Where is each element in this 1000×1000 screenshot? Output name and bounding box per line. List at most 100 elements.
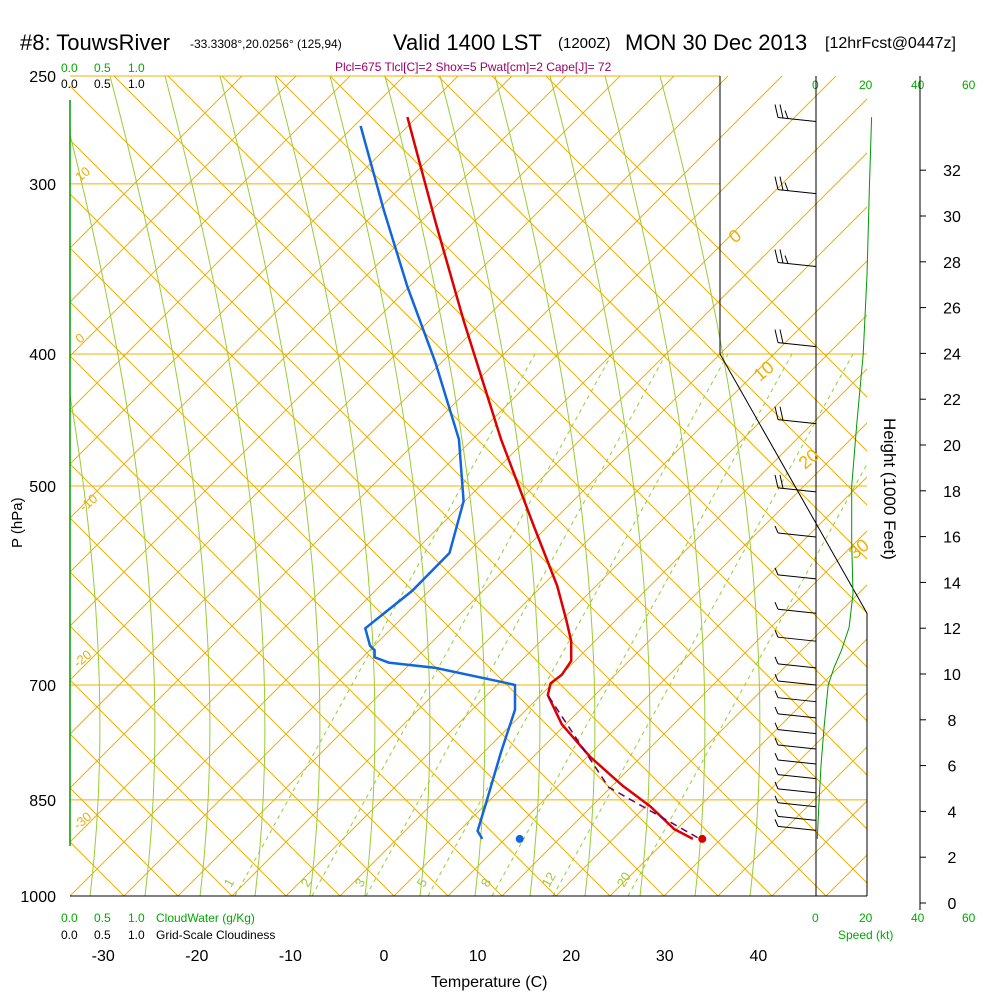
mixing-ratio-label: 12 — [539, 869, 559, 889]
isotherm-line — [663, 692, 867, 896]
wind-barb — [774, 567, 817, 580]
pressure-tick-label: 400 — [29, 347, 56, 364]
cloudwater-top-1: 0.5 — [94, 61, 111, 75]
speed-axis-label: Speed (kt) — [838, 928, 893, 942]
temperature-tick-label: 10 — [469, 948, 487, 965]
isotherm-label: 10 — [750, 357, 778, 385]
isotherm-line — [70, 76, 297, 303]
isotherm-label: -10 — [76, 491, 100, 515]
temperature-tick-label: -10 — [279, 948, 302, 965]
moist-adiabat-line — [70, 392, 101, 896]
wind-barb — [774, 795, 817, 808]
height-tick-label: 16 — [943, 530, 961, 547]
wind-speed-line — [816, 117, 873, 839]
cloudwater-top-0: 0.0 — [61, 61, 78, 75]
adiabat-line — [491, 76, 867, 452]
wind-barb — [774, 525, 817, 538]
wind-barb — [774, 819, 817, 831]
wind-barb — [774, 104, 817, 123]
wind-barb — [774, 629, 817, 642]
adiabat-line — [0, 76, 16, 896]
pressure-tick-label: 300 — [29, 177, 56, 194]
surface-dewpoint-dot — [515, 834, 524, 843]
speed-bottom-2: 40 — [911, 911, 925, 925]
isotherm-line — [70, 76, 351, 357]
isotherm-line — [70, 76, 405, 411]
height-tick-label: 32 — [943, 163, 961, 180]
isotherm-line — [70, 76, 243, 249]
station-title: #8: TouwsRiver — [20, 30, 170, 55]
mixing-ratio-label: 8 — [478, 876, 495, 890]
height-tick-label: 0 — [948, 896, 957, 913]
temperature-tick-label: 0 — [380, 948, 389, 965]
height-axis-label: Height (1000 Feet) — [880, 418, 899, 560]
speed-bottom-3: 60 — [962, 911, 976, 925]
isotherm-label: 0 — [725, 225, 746, 247]
stability-params: Plcl=675 Tlcl[C]=2 Shox=5 Pwat[cm]=2 Cap… — [335, 60, 612, 74]
wind-barb — [774, 722, 817, 735]
moist-adiabat-line — [109, 76, 211, 896]
moist-adiabat-line — [219, 76, 321, 896]
height-tick-label: 4 — [948, 804, 957, 821]
moist-adiabat-line — [604, 76, 706, 896]
wind-barb — [774, 176, 817, 195]
adiabat-line — [70, 571, 395, 896]
isotherm-label: 0 — [72, 330, 87, 346]
height-tick-label: 26 — [943, 301, 961, 318]
wind-barb — [774, 737, 817, 750]
wind-barb — [774, 767, 817, 780]
moist-adiabat-line — [659, 76, 761, 896]
isotherm-line — [609, 638, 867, 896]
valid-date: MON 30 Dec 2013 — [625, 30, 807, 55]
adiabat-line — [70, 679, 287, 896]
height-tick-label: 30 — [943, 209, 961, 226]
isotherm-line — [70, 76, 459, 465]
moist-adiabat-line — [164, 76, 266, 896]
speed-top-3: 60 — [962, 78, 976, 92]
pressure-tick-label: 850 — [29, 793, 56, 810]
height-tick-label: 12 — [943, 621, 961, 638]
mixing-ratio-line — [234, 353, 536, 896]
utc-time: (1200Z) — [558, 35, 611, 52]
speed-bottom-0: 0 — [812, 911, 819, 925]
dewpoint-line — [359, 125, 517, 840]
isotherm-label: 10 — [72, 164, 93, 185]
wind-barb — [774, 752, 817, 765]
height-tick-label: 18 — [943, 484, 961, 501]
pressure-tick-label: 1000 — [20, 889, 56, 906]
height-tick-label: 10 — [943, 667, 961, 684]
x-axis-label: Temperature (C) — [431, 974, 547, 991]
height-tick-label: 28 — [943, 255, 961, 272]
wind-barb — [774, 690, 817, 703]
isotherm-label: -30 — [70, 809, 94, 833]
wind-barb — [774, 602, 817, 614]
moist-adiabat-line — [329, 76, 431, 896]
moist-adiabat-line — [549, 76, 651, 896]
temperature-tick-label: 40 — [750, 948, 768, 965]
wind-barb — [774, 406, 817, 425]
cloudwater-bottom-0: 0.0 — [61, 911, 78, 925]
height-tick-label: 8 — [948, 713, 957, 730]
wind-barb — [774, 249, 817, 268]
mixing-ratio-label: 20 — [614, 869, 634, 889]
cloudwater-top-2: 1.0 — [128, 61, 145, 75]
valid-time: Valid 1400 LST — [393, 30, 542, 55]
plot-right-border — [719, 76, 868, 896]
mixing-ratio-label: 3 — [352, 876, 369, 890]
temperature-line — [406, 116, 694, 841]
cloudiness-bottom-0: 0.0 — [61, 928, 78, 942]
isotherm-line — [555, 584, 867, 896]
speed-bottom-1: 20 — [859, 911, 873, 925]
cloudwater-bottom-1: 0.5 — [94, 911, 111, 925]
height-tick-label: 20 — [943, 438, 961, 455]
wind-barb — [774, 673, 817, 686]
temperature-tick-label: -20 — [185, 948, 208, 965]
isotherm-line — [988, 76, 1000, 896]
parcel-line — [547, 694, 698, 839]
wind-barb — [774, 706, 817, 719]
pressure-tick-label: 500 — [29, 479, 56, 496]
temperature-tick-label: -30 — [92, 948, 115, 965]
speed-top-1: 20 — [859, 78, 873, 92]
